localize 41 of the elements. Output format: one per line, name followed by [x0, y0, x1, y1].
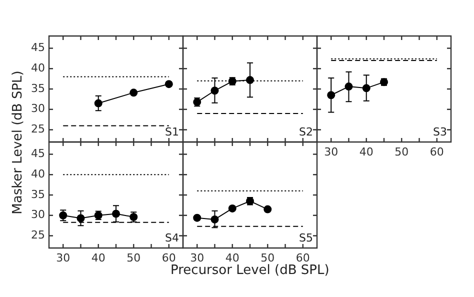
y-tick-label: 40	[31, 167, 45, 180]
x-tick-label: 50	[126, 251, 141, 264]
x-tick-label: 30	[56, 251, 70, 264]
y-tick-label: 45	[31, 41, 45, 54]
annotation: S4	[165, 231, 179, 244]
point	[210, 86, 219, 95]
x-tick-label: 50	[260, 251, 275, 264]
x-tick-label: 30	[190, 251, 204, 264]
x-axis-title: Precursor Level (dB SPL)	[170, 263, 330, 278]
point	[210, 215, 219, 224]
y-tick-label: 25	[31, 228, 45, 242]
point	[228, 204, 236, 212]
y-tick-label: 40	[31, 61, 45, 74]
x-tick-label: 60	[296, 251, 310, 264]
x-tick-label: 40	[91, 251, 106, 264]
x-tick-label: 60	[430, 145, 444, 158]
y-tick-label: 35	[31, 188, 45, 201]
point	[344, 82, 353, 91]
point	[264, 205, 272, 214]
point	[327, 91, 336, 100]
point	[193, 214, 202, 222]
x-tick-label: 40	[359, 145, 374, 158]
annotation: S1	[165, 125, 179, 138]
y-tick-label: 30	[31, 102, 45, 116]
point	[246, 76, 254, 84]
x-tick-label: 40	[225, 251, 240, 264]
point	[164, 80, 173, 88]
y-tick-label: 35	[31, 82, 45, 95]
x-tick-label: 60	[162, 251, 176, 264]
annotation: S2	[299, 125, 313, 138]
y-tick-label: 25	[31, 122, 45, 136]
annotation: S3	[433, 125, 447, 138]
point	[362, 84, 370, 92]
point	[130, 88, 138, 97]
y-tick-label: 45	[31, 147, 45, 160]
x-tick-label: 30	[324, 145, 338, 158]
point	[94, 99, 102, 108]
y-axis-title: Masker Level (dB SPL)	[10, 70, 25, 214]
y-tick-label: 30	[31, 208, 45, 222]
x-tick-label: 50	[394, 145, 409, 158]
annotation: S5	[299, 231, 313, 244]
